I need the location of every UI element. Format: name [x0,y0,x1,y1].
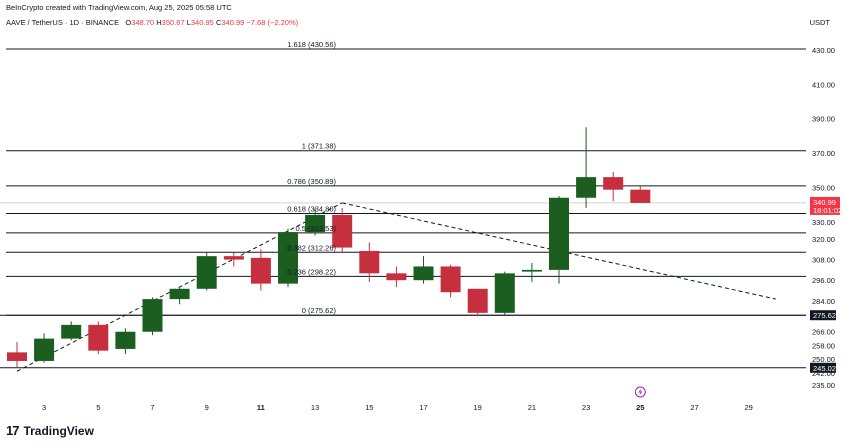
candle-body [305,214,326,233]
candle-body [467,288,488,313]
x-axis-tick-label: 23 [582,403,590,412]
x-axis-tick-label: 9 [205,403,209,412]
candle-body [142,299,163,332]
x-axis-tick-label: 25 [636,403,644,412]
high-value: 350.67 [161,18,185,27]
tradingview-logo[interactable]: 17 TradingView [6,423,94,438]
candle-body [278,232,298,284]
x-axis-tick-label: 27 [690,403,698,412]
candle-body [549,197,569,270]
candle-body [115,331,136,349]
candle-body [223,256,244,260]
y-axis-tick-label: 250.00 [812,355,835,364]
y-axis-tick-label: 258.00 [812,341,835,350]
candle-body [494,273,515,313]
y-axis-tick-label: 266.00 [812,328,835,337]
fib-level-label: 0.618 (334.80) [287,205,336,214]
x-axis-tick-label: 19 [474,403,482,412]
candle-body [521,269,542,272]
candle-body [88,324,109,351]
candle-body [359,251,380,274]
fib-level-label: 1.618 (430.56) [287,40,336,49]
symbol-title: AAVE / TetherUS · 1D · BINANCE [6,18,120,27]
candle-body [630,189,651,203]
lightning-icon [638,388,643,396]
tradingview-brand: TradingView [23,423,94,438]
price-tag [810,310,836,321]
y-axis-tick-label: 430.00 [812,46,835,55]
y-axis-tick-label: 410.00 [812,80,835,89]
price-tag-label: 245.02 [813,364,836,373]
low-value: 340.95 [190,18,214,27]
price-tag-label: 275.62 [813,311,836,320]
countdown-label: 18:01:02 [813,206,842,215]
candle-body [169,288,190,300]
candle-body [250,257,271,284]
y-axis-tick-label: 284.00 [812,297,835,306]
current-price-label: 340.99 [813,198,836,207]
y-axis-tick-label: 390.00 [812,115,835,124]
fib-level-label: 0 (275.62) [302,306,337,315]
x-axis-tick-label: 7 [150,403,154,412]
fib-level-label: 0.5 (323.53) [296,224,337,233]
tradingview-logo-icon: 17 [6,423,20,438]
candle-body [413,266,434,281]
price-tag [810,362,836,373]
x-axis-tick-label: 11 [257,403,265,412]
x-axis-tick-label: 15 [365,403,373,412]
current-price-tag [810,196,840,215]
open-value: 348.70 [131,18,155,27]
candle-body [34,338,55,361]
candle-body [576,177,597,198]
y-axis-tick-label: 330.00 [812,218,835,227]
y-axis-tick-label: 235.00 [812,381,835,390]
y-axis-tick-label: 350.00 [812,183,835,192]
x-axis-tick-label: 3 [42,403,46,412]
y-axis-tick-label: 296.00 [812,276,835,285]
currency-label[interactable]: USDT [809,18,830,27]
candle-body [440,266,461,293]
y-axis-tick-label: 308.00 [812,256,835,265]
candle-body [196,256,217,289]
symbol-legend[interactable]: AAVE / TetherUS · 1D · BINANCE O348.70 H… [6,18,298,27]
candle-body [61,324,82,339]
candle-body [386,273,407,281]
chart-caption: BeInCrypto created with TradingView.com,… [6,3,232,12]
change-value: −7.68 (−2.20%) [246,18,299,27]
x-axis-tick-label: 13 [311,403,319,412]
x-axis-tick-label: 5 [96,403,100,412]
candle-body [7,352,27,361]
y-axis-tick-label: 320.00 [812,235,835,244]
fib-level-label: 0.382 (312.26) [287,243,336,252]
x-axis-tick-label: 29 [745,403,753,412]
close-value: 340.99 [221,18,245,27]
y-axis-tick-label: 370.00 [812,149,835,158]
high-label: H [156,18,162,27]
low-label: L [186,18,191,27]
x-axis-tick-label: 21 [528,403,536,412]
candle-body [332,214,353,248]
fib-level-label: 0.786 (350.89) [287,177,336,186]
y-axis-tick-label: 242.00 [812,369,835,378]
trend-line [16,202,343,372]
fib-level-label: 1 (371.38) [302,142,337,151]
close-label: C [215,18,222,27]
candle-body [603,177,624,190]
open-label: O [125,18,132,27]
x-axis-tick-label: 17 [419,403,427,412]
fib-level-label: 0.236 (298.22) [287,267,336,276]
